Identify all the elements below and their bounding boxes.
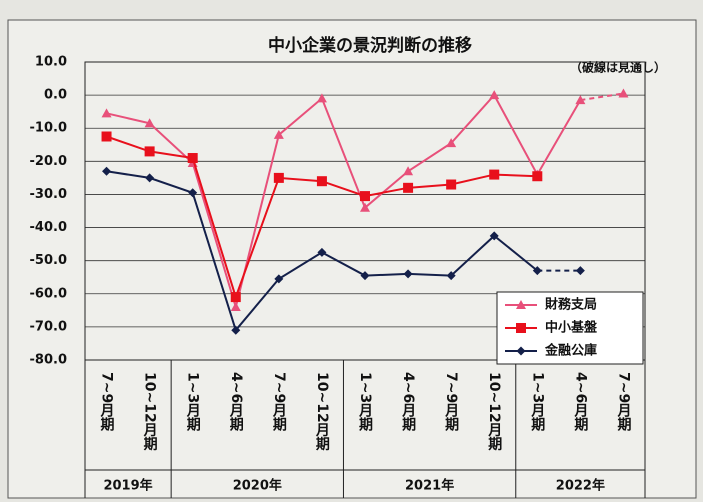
y-tick-label: -20.0 [30,154,67,169]
marker [489,231,499,241]
annotation: （破線は見通し） [570,60,666,75]
year-label: 2021年 [405,478,454,494]
legend-label: 中小基盤 [545,320,598,336]
marker [489,90,500,100]
year-label: 2020年 [233,478,282,494]
marker [188,188,198,198]
x-tick-label: 10~12月期 [314,372,331,452]
x-tick-label: 10~12月期 [486,372,503,452]
marker [316,93,327,103]
x-tick-label: 10~12月期 [142,372,159,452]
y-tick-label: 0.0 [44,88,67,103]
marker [403,166,414,176]
plot-area [84,61,646,361]
y-tick-label: -50.0 [30,253,67,268]
marker [101,108,112,118]
marker [532,171,543,182]
marker [317,247,327,257]
marker [516,346,526,356]
y-tick-label: -10.0 [30,121,67,136]
x-tick-label: 4~6月期 [572,372,589,433]
chart-title: 中小企業の景況判断の推移 [268,35,472,56]
marker [273,129,284,139]
marker [102,166,112,176]
x-tick-label: 1~3月期 [357,372,374,433]
y-tick-label: 10.0 [35,55,67,70]
x-tick-label: 7~9月期 [99,372,116,433]
marker [618,88,629,98]
marker [403,269,413,279]
year-label: 2022年 [556,478,605,494]
y-tick-label: -40.0 [30,220,67,235]
marker [145,173,155,183]
x-tick-label: 7~9月期 [615,372,632,433]
legend-label: 金融公庫 [544,343,597,359]
y-tick-label: -30.0 [30,187,67,202]
x-tick-label: 7~9月期 [271,372,288,433]
y-tick-label: -60.0 [30,286,67,301]
marker [101,131,112,142]
legend-label: 財務支局 [544,297,597,313]
marker [274,274,284,284]
x-tick-label: 4~6月期 [228,372,245,433]
marker [316,176,327,187]
marker [446,138,457,148]
y-tick-label: -80.0 [30,353,67,368]
y-tick-label: -70.0 [30,319,67,334]
marker [446,179,457,190]
x-tick-label: 4~6月期 [400,372,417,433]
marker [360,271,370,281]
forecast-line [580,92,624,102]
marker [144,146,155,157]
marker [273,172,284,183]
marker [187,153,198,164]
marker [230,292,241,303]
marker [144,118,155,128]
marker [403,182,414,193]
x-tick-label: 7~9月期 [443,372,460,433]
marker [360,191,370,202]
marker [532,266,542,276]
marker [230,302,241,312]
marker [575,266,585,276]
marker [516,323,526,333]
marker [575,95,586,105]
x-tick-label: 1~3月期 [185,372,202,433]
marker [446,271,456,281]
marker [516,300,526,309]
x-tick-label: 1~3月期 [529,372,546,433]
year-label: 2019年 [103,478,152,494]
marker [489,169,500,180]
marker [231,325,241,335]
marker [360,202,370,212]
